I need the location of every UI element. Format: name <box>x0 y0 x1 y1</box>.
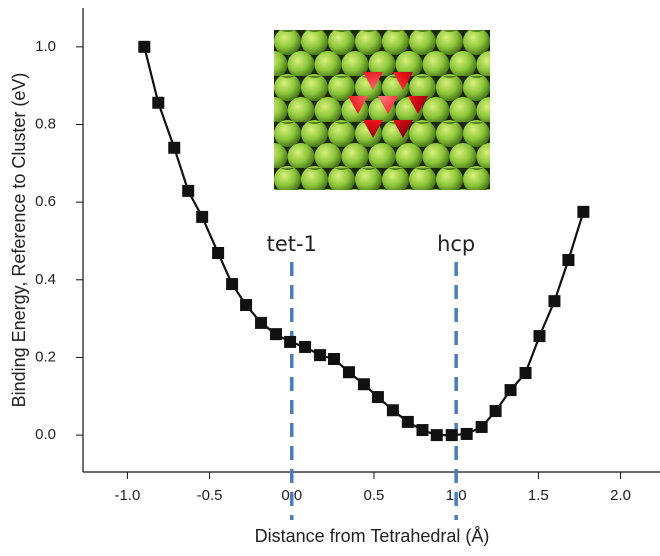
marker <box>401 415 414 428</box>
x-tick-label: 0.5 <box>364 487 385 504</box>
marker <box>577 205 590 218</box>
marker <box>357 378 370 391</box>
marker <box>548 295 561 308</box>
marker <box>416 424 429 437</box>
y-tick-label: 1.0 <box>35 38 56 55</box>
marker <box>299 340 312 353</box>
annotation: tet-1 <box>267 232 317 256</box>
marker <box>519 366 532 379</box>
y-tick-label: 0.8 <box>35 115 56 132</box>
marker <box>168 141 181 154</box>
marker <box>430 429 443 442</box>
marker <box>284 335 297 348</box>
y-tick-label: 0.4 <box>35 271 56 288</box>
x-tick-label: 1.5 <box>528 487 549 504</box>
x-axis-label: Distance from Tetrahedral (Å) <box>255 526 490 546</box>
y-tick-label: 0.6 <box>35 193 56 210</box>
marker <box>152 96 165 109</box>
marker <box>475 420 488 433</box>
surface <box>274 30 490 190</box>
marker <box>314 349 327 362</box>
marker <box>445 429 458 442</box>
marker <box>138 40 151 53</box>
marker <box>226 278 239 291</box>
y-tick-label: 0.2 <box>35 348 56 365</box>
marker <box>342 366 355 379</box>
marker <box>533 330 546 343</box>
marker <box>328 353 341 366</box>
marker <box>562 253 575 266</box>
marker <box>386 404 399 417</box>
marker <box>182 184 195 197</box>
x-tick-label: 2.0 <box>610 487 631 504</box>
red-atoms <box>348 72 428 138</box>
y-axis-label: Binding Energy, Reference to Cluster (eV… <box>9 73 29 408</box>
y-tick-label: 0.0 <box>35 426 56 443</box>
marker <box>460 427 473 440</box>
marker <box>255 316 268 329</box>
cluster <box>348 72 428 138</box>
annotation: hcp <box>437 232 475 256</box>
marker <box>269 328 282 341</box>
marker <box>489 405 502 418</box>
x-tick-label: -0.5 <box>197 487 223 504</box>
marker <box>504 384 517 397</box>
marker <box>212 247 225 260</box>
marker <box>371 391 384 404</box>
marker <box>240 299 253 312</box>
inset-image <box>274 30 490 190</box>
x-tick-label: -1.0 <box>114 487 140 504</box>
marker <box>196 210 209 223</box>
